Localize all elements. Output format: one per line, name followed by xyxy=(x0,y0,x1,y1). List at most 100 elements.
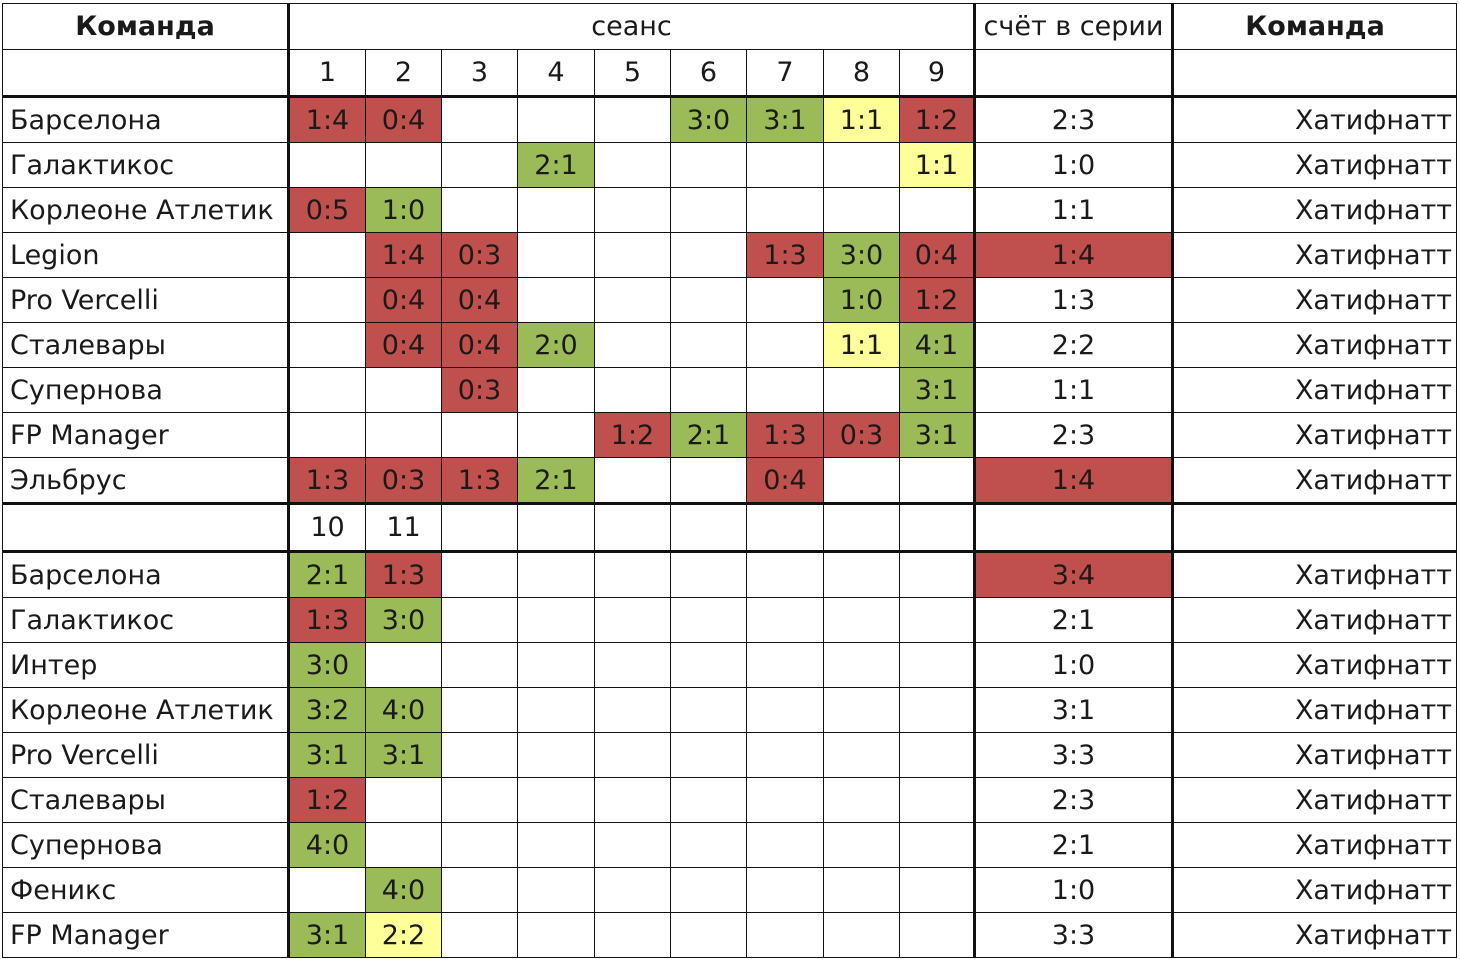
score-cell xyxy=(899,777,976,823)
session-number xyxy=(899,502,976,552)
score-cell xyxy=(594,322,671,368)
score-cell xyxy=(823,642,900,688)
score-cell xyxy=(365,367,442,413)
opponent-name: Хатифнатт xyxy=(1172,187,1457,233)
score-cell xyxy=(441,687,518,733)
series-score: 3:3 xyxy=(974,732,1174,778)
score-cell xyxy=(899,457,976,504)
score-cell: 3:1 xyxy=(899,367,976,413)
score-cell xyxy=(517,822,595,868)
score-cell: 2:2 xyxy=(365,912,442,958)
empty-cell xyxy=(974,502,1174,552)
team-name: Супернова xyxy=(2,822,290,868)
team-name: Pro Vercelli xyxy=(2,277,290,323)
score-cell xyxy=(517,597,595,643)
score-cell: 3:1 xyxy=(288,912,366,958)
session-number: 4 xyxy=(517,49,595,97)
score-cell xyxy=(670,232,747,278)
score-cell: 3:0 xyxy=(365,597,442,643)
team-name: Корлеоне Атлетик xyxy=(2,687,290,733)
score-cell xyxy=(594,232,671,278)
score-cell xyxy=(441,777,518,823)
score-cell: 0:4 xyxy=(365,322,442,368)
series-score: 1:1 xyxy=(974,187,1174,233)
score-cell xyxy=(823,457,900,504)
series-score-header: счёт в серии xyxy=(974,3,1174,50)
score-cell: 1:2 xyxy=(288,777,366,823)
score-cell xyxy=(899,822,976,868)
table-row: Интер 3:0 1:0 Хатифнатт xyxy=(2,642,1457,688)
score-cell xyxy=(594,142,671,188)
series-score: 1:0 xyxy=(974,867,1174,913)
empty-cell xyxy=(1172,49,1457,97)
score-cell: 3:1 xyxy=(899,412,976,458)
series-score: 3:4 xyxy=(974,550,1174,598)
score-cell xyxy=(899,550,976,598)
score-cell: 1:3 xyxy=(288,597,366,643)
score-cell: 2:1 xyxy=(517,142,595,188)
team-name: Феникс xyxy=(2,867,290,913)
score-cell xyxy=(594,912,671,958)
score-cell xyxy=(670,277,747,323)
opponent-name: Хатифнатт xyxy=(1172,867,1457,913)
opponent-name: Хатифнатт xyxy=(1172,142,1457,188)
series-score: 1:0 xyxy=(974,142,1174,188)
team-left-header: Команда xyxy=(2,3,290,50)
opponent-name: Хатифнатт xyxy=(1172,232,1457,278)
series-score: 2:1 xyxy=(974,597,1174,643)
score-cell xyxy=(594,867,671,913)
score-cell: 0:4 xyxy=(746,457,824,504)
score-cell: 0:4 xyxy=(365,95,442,143)
score-cell xyxy=(288,142,366,188)
series-score: 1:3 xyxy=(974,277,1174,323)
session-number: 8 xyxy=(823,49,900,97)
score-cell xyxy=(441,550,518,598)
team-name: Эльбрус xyxy=(2,457,290,504)
score-cell xyxy=(517,412,595,458)
score-cell xyxy=(288,412,366,458)
score-cell: 2:1 xyxy=(670,412,747,458)
opponent-name: Хатифнатт xyxy=(1172,322,1457,368)
score-cell xyxy=(441,867,518,913)
table-row: Корлеоне Атлетик 0:5 1:0 1:1 Хатифнатт xyxy=(2,187,1457,233)
score-cell: 1:4 xyxy=(288,95,366,143)
opponent-name: Хатифнатт xyxy=(1172,687,1457,733)
opponent-name: Хатифнатт xyxy=(1172,367,1457,413)
score-cell xyxy=(823,867,900,913)
score-cell xyxy=(746,322,824,368)
team-name: Pro Vercelli xyxy=(2,732,290,778)
score-cell xyxy=(746,822,824,868)
score-cell xyxy=(746,687,824,733)
team-name: Барселона xyxy=(2,95,290,143)
session-number xyxy=(517,502,595,552)
score-cell: 4:0 xyxy=(365,687,442,733)
score-cell xyxy=(823,732,900,778)
table-row: Супернова 4:0 2:1 Хатифнатт xyxy=(2,822,1457,868)
score-cell xyxy=(594,822,671,868)
team-name: Галактикос xyxy=(2,142,290,188)
score-cell xyxy=(365,142,442,188)
score-cell xyxy=(517,95,595,143)
opponent-name: Хатифнатт xyxy=(1172,732,1457,778)
score-cell xyxy=(365,412,442,458)
score-cell xyxy=(670,687,747,733)
series-score: 1:1 xyxy=(974,367,1174,413)
empty-cell xyxy=(2,49,290,97)
empty-cell xyxy=(1172,502,1457,552)
score-cell xyxy=(288,367,366,413)
score-cell xyxy=(288,867,366,913)
score-cell: 0:4 xyxy=(441,277,518,323)
opponent-name: Хатифнатт xyxy=(1172,95,1457,143)
series-score: 3:3 xyxy=(974,912,1174,958)
table-row: Барселона 2:1 1:3 3:4 Хатифнатт xyxy=(2,550,1457,598)
score-cell: 0:3 xyxy=(441,232,518,278)
score-cell xyxy=(441,597,518,643)
score-cell: 0:4 xyxy=(365,277,442,323)
score-cell: 1:3 xyxy=(441,457,518,504)
table-row: Супернова 0:3 3:1 1:1 Хатифнатт xyxy=(2,367,1457,413)
score-cell: 4:0 xyxy=(288,822,366,868)
score-cell xyxy=(670,867,747,913)
score-cell xyxy=(746,642,824,688)
